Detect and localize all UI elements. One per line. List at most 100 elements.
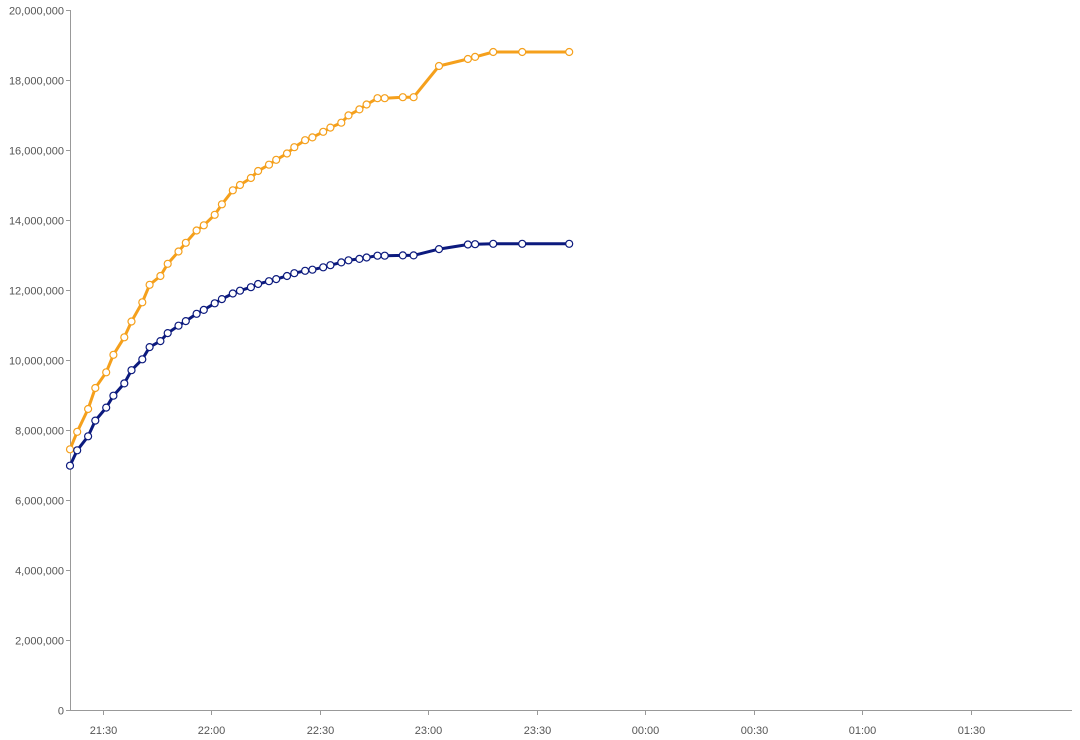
series-1-point[interactable]	[434, 61, 444, 71]
series-1-point[interactable]	[228, 186, 237, 195]
series-2-point[interactable]	[290, 269, 299, 278]
x-tick-label: 22:30	[307, 725, 335, 737]
x-tick-label: 00:30	[741, 725, 769, 737]
series-2-point[interactable]	[181, 317, 190, 326]
series-1-point[interactable]	[308, 133, 317, 142]
series-1-point[interactable]	[337, 118, 346, 127]
series-2-point[interactable]	[463, 240, 472, 249]
series-1-point[interactable]	[65, 445, 75, 454]
series-2-point[interactable]	[355, 254, 364, 263]
series-1-point[interactable]	[373, 94, 382, 103]
series-1-point[interactable]	[355, 105, 364, 114]
x-tick-label: 01:30	[958, 725, 986, 737]
series-1-point[interactable]	[156, 271, 165, 281]
series-2-point[interactable]	[565, 239, 574, 248]
series-2-point[interactable]	[409, 251, 418, 260]
series-1-point[interactable]	[145, 280, 154, 289]
series-1-point[interactable]	[282, 149, 292, 158]
series-1-point[interactable]	[120, 333, 129, 342]
series-2	[65, 239, 574, 470]
series-1-point[interactable]	[301, 136, 310, 145]
series-2-point[interactable]	[235, 286, 245, 295]
series-1-point[interactable]	[471, 52, 480, 62]
series-2-point[interactable]	[156, 337, 165, 346]
series-2-point[interactable]	[518, 239, 527, 248]
series-1-point[interactable]	[163, 259, 172, 268]
series-2-point[interactable]	[282, 271, 292, 281]
series-2-point[interactable]	[362, 253, 371, 262]
series-2-point[interactable]	[337, 258, 346, 267]
series-1-point[interactable]	[518, 47, 527, 57]
series-2-point[interactable]	[163, 329, 172, 338]
series-2-point[interactable]	[380, 251, 389, 260]
series-2-point[interactable]	[471, 240, 480, 249]
series-1-point[interactable]	[326, 123, 335, 132]
series-2-point[interactable]	[138, 355, 147, 364]
series-2-point[interactable]	[434, 245, 444, 254]
series-2-point[interactable]	[301, 266, 310, 275]
series-1-point[interactable]	[83, 404, 93, 414]
series-2-point[interactable]	[120, 379, 129, 388]
series-2-point[interactable]	[199, 305, 208, 314]
series-2-point[interactable]	[91, 416, 100, 425]
series-2-point[interactable]	[228, 289, 237, 298]
y-tick-label: 12,000,000	[9, 286, 64, 298]
series-2-point[interactable]	[326, 261, 335, 270]
series-1-point[interactable]	[398, 93, 407, 102]
series-1-point[interactable]	[109, 350, 118, 359]
series-1-point[interactable]	[380, 94, 389, 103]
series-1-point[interactable]	[217, 200, 226, 209]
series-2-point[interactable]	[210, 299, 219, 308]
series-1-point[interactable]	[344, 111, 353, 120]
series-1-point[interactable]	[102, 368, 111, 377]
series-2-point[interactable]	[264, 277, 274, 286]
series-2-point[interactable]	[489, 239, 498, 248]
series-2-point[interactable]	[109, 391, 118, 400]
series-1-point[interactable]	[362, 100, 371, 109]
x-tick-label: 22:00	[198, 725, 226, 737]
series-1-point[interactable]	[210, 210, 219, 219]
series-2-point[interactable]	[174, 321, 183, 330]
series-1-point[interactable]	[174, 247, 183, 256]
series-2-point[interactable]	[83, 432, 93, 441]
series-1-point[interactable]	[246, 173, 255, 183]
series-1-point[interactable]	[272, 155, 281, 164]
series-2-point[interactable]	[217, 295, 226, 304]
series-1-point[interactable]	[290, 143, 299, 152]
y-tick-label: 16,000,000	[9, 146, 64, 158]
series-2-point[interactable]	[344, 256, 353, 265]
series-1-point[interactable]	[73, 427, 82, 436]
series-2-point[interactable]	[319, 263, 328, 272]
series-2-point[interactable]	[398, 251, 407, 260]
series-1-point[interactable]	[91, 383, 100, 393]
series-1-point[interactable]	[127, 317, 136, 326]
series-2-point[interactable]	[246, 283, 255, 292]
series-2-point[interactable]	[272, 275, 281, 284]
series-2-point[interactable]	[308, 265, 317, 274]
series-1-point[interactable]	[192, 226, 201, 235]
series-2-point[interactable]	[65, 461, 75, 470]
series-1-point[interactable]	[264, 160, 274, 169]
series-layer	[65, 47, 574, 470]
series-1-point[interactable]	[181, 238, 190, 247]
series-1-point[interactable]	[463, 54, 472, 64]
series-1-point[interactable]	[409, 93, 418, 102]
series-1-point[interactable]	[565, 47, 574, 57]
series-1-point[interactable]	[138, 298, 147, 307]
y-tick-label: 8,000,000	[15, 426, 64, 438]
series-2-point[interactable]	[373, 251, 382, 260]
series-1-point[interactable]	[199, 221, 208, 230]
series-2-point[interactable]	[73, 446, 82, 455]
y-tick-label: 2,000,000	[15, 636, 64, 648]
series-2-point[interactable]	[254, 279, 263, 289]
series-2-point[interactable]	[102, 403, 111, 412]
series-2-point[interactable]	[192, 309, 201, 318]
series-2-point[interactable]	[127, 366, 136, 375]
series-1-point[interactable]	[254, 166, 263, 176]
x-tick-label: 21:30	[90, 725, 118, 737]
series-1-point[interactable]	[489, 47, 498, 57]
series-2-point[interactable]	[145, 343, 154, 352]
series-1-point[interactable]	[235, 180, 245, 190]
series-1-point[interactable]	[319, 127, 328, 136]
